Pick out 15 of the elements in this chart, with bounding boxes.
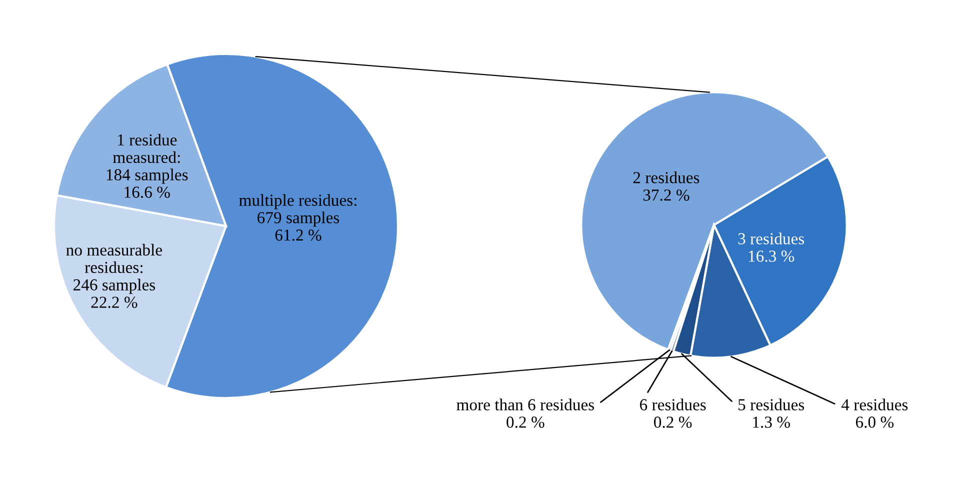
slice-label: 5 residues bbox=[738, 398, 804, 410]
slice-label: multiple residues: 679 samples 61.2 % bbox=[239, 194, 356, 241]
slice-label: more than 6 residues bbox=[456, 398, 594, 410]
data-label: 6.0 % bbox=[856, 416, 894, 428]
data-label: 37.2 % bbox=[643, 189, 690, 201]
slice-label: no measurable residues: 246 samples 22.2 % bbox=[66, 244, 162, 308]
slice-label: 1 residue measured: 184 samples 16.6 % bbox=[106, 134, 188, 198]
slice-label: 3 residues bbox=[738, 232, 804, 244]
data-label: 0.2 % bbox=[654, 416, 692, 428]
slice-label: 6 residues bbox=[640, 398, 706, 410]
data-label: 0.2 % bbox=[506, 416, 544, 428]
slice-label: 4 residues bbox=[841, 398, 908, 410]
data-label: 16.3 % bbox=[748, 250, 794, 262]
data-label: 1.3 % bbox=[753, 416, 790, 428]
slice-label: 2 residues bbox=[633, 172, 700, 184]
